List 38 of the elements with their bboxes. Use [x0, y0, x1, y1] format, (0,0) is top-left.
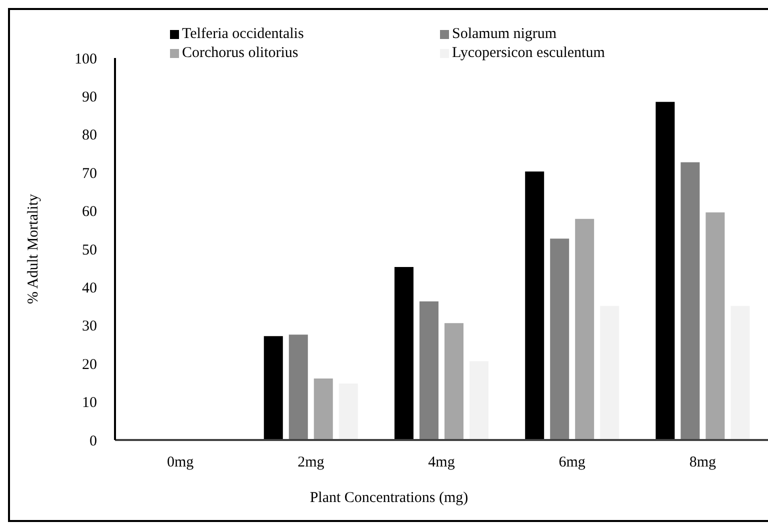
y-axis-title: % Adult Mortality [25, 194, 42, 304]
bar [264, 336, 283, 440]
bar [314, 378, 333, 440]
x-tick-label: 2mg [298, 454, 325, 471]
y-tick-label: 60 [82, 204, 97, 220]
y-tick-label: 40 [82, 280, 97, 297]
bar [419, 301, 438, 440]
bar [680, 162, 700, 440]
y-tick-label: 70 [82, 166, 97, 182]
y-tick-label: 10 [82, 395, 97, 412]
y-tick-label: 90 [82, 90, 97, 106]
bar [288, 334, 308, 440]
bar [444, 323, 464, 440]
y-tick-label: 80 [82, 128, 97, 144]
y-tick-label: 50 [82, 242, 97, 258]
x-tick-label: 0mg [166, 454, 194, 471]
bar [600, 306, 620, 440]
legend-label: Lycopersicon esculentum [452, 45, 605, 62]
x-axis-title: Plant Concentrations (mg) [308, 490, 470, 507]
legend-label: Solamum nigrum [452, 26, 557, 43]
bar [469, 361, 488, 440]
bar [730, 306, 750, 440]
legend-label: Corchorus olitorius [182, 45, 298, 62]
x-tick-label: 6mg [558, 454, 586, 471]
bar [338, 383, 358, 440]
x-tick-label: 8mg [689, 454, 717, 471]
bar [394, 266, 414, 440]
bar [525, 171, 544, 440]
y-tick-label: 30 [82, 318, 97, 335]
x-tick-label: 4mg [428, 454, 456, 471]
y-tick-label: 0 [90, 433, 97, 450]
bar [706, 212, 725, 440]
y-tick-label: 100 [74, 51, 97, 68]
y-tick-label: 20 [82, 356, 97, 373]
bar [575, 218, 594, 440]
bar [550, 238, 570, 440]
legend-label: Telferia occidentalis [182, 26, 304, 43]
bar [656, 102, 675, 440]
